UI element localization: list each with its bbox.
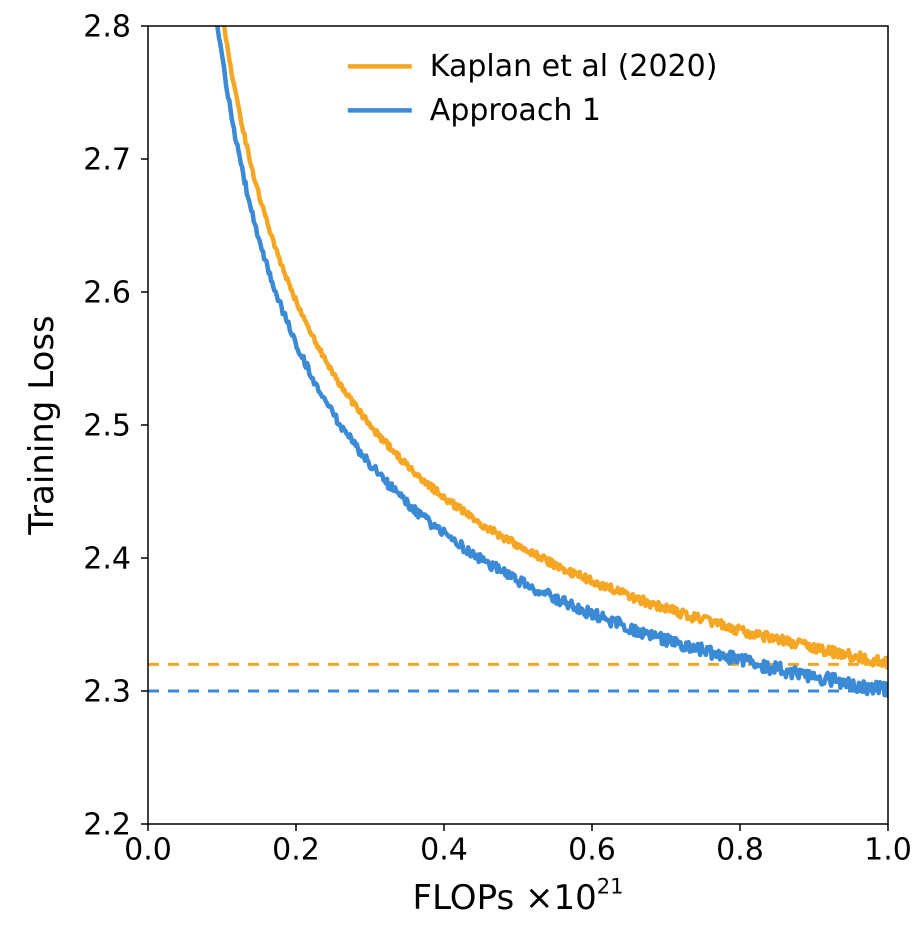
- x-tick-label: 0.0: [124, 833, 172, 868]
- plot-area: [148, 26, 888, 824]
- y-tick-label: 2.7: [83, 143, 131, 178]
- chart-container: 0.0 0.2 0.4 0.6 0.8 1.0 2.2 2.3 2.4 2.5 2.6 2.7 2.8 F…: [0, 0, 916, 934]
- y-tick-label: 2.4: [83, 542, 131, 577]
- y-axis-title: Training Loss: [22, 315, 62, 536]
- x-axis-title: FLOPs ×1021: [413, 875, 624, 918]
- x-tick-label: 1.0: [864, 833, 912, 868]
- x-tick-label: 0.8: [716, 833, 764, 868]
- y-ticks: 2.2 2.3 2.4 2.5 2.6 2.7 2.8: [83, 10, 148, 843]
- y-tick-label: 2.5: [83, 409, 131, 444]
- x-ticks: 0.0 0.2 0.4 0.6 0.8 1.0: [124, 824, 912, 868]
- y-tick-label: 2.2: [83, 808, 131, 843]
- x-tick-label: 0.4: [420, 833, 468, 868]
- x-tick-label: 0.2: [272, 833, 320, 868]
- y-tick-label: 2.6: [83, 276, 131, 311]
- y-tick-label: 2.3: [83, 675, 131, 710]
- legend-label-kaplan: Kaplan et al (2020): [430, 49, 718, 84]
- loss-vs-flops-chart: 0.0 0.2 0.4 0.6 0.8 1.0 2.2 2.3 2.4 2.5 2.6 2.7 2.8 F…: [0, 0, 916, 934]
- y-tick-label: 2.8: [83, 10, 131, 45]
- x-tick-label: 0.6: [568, 833, 616, 868]
- legend-label-approach1: Approach 1: [430, 93, 601, 128]
